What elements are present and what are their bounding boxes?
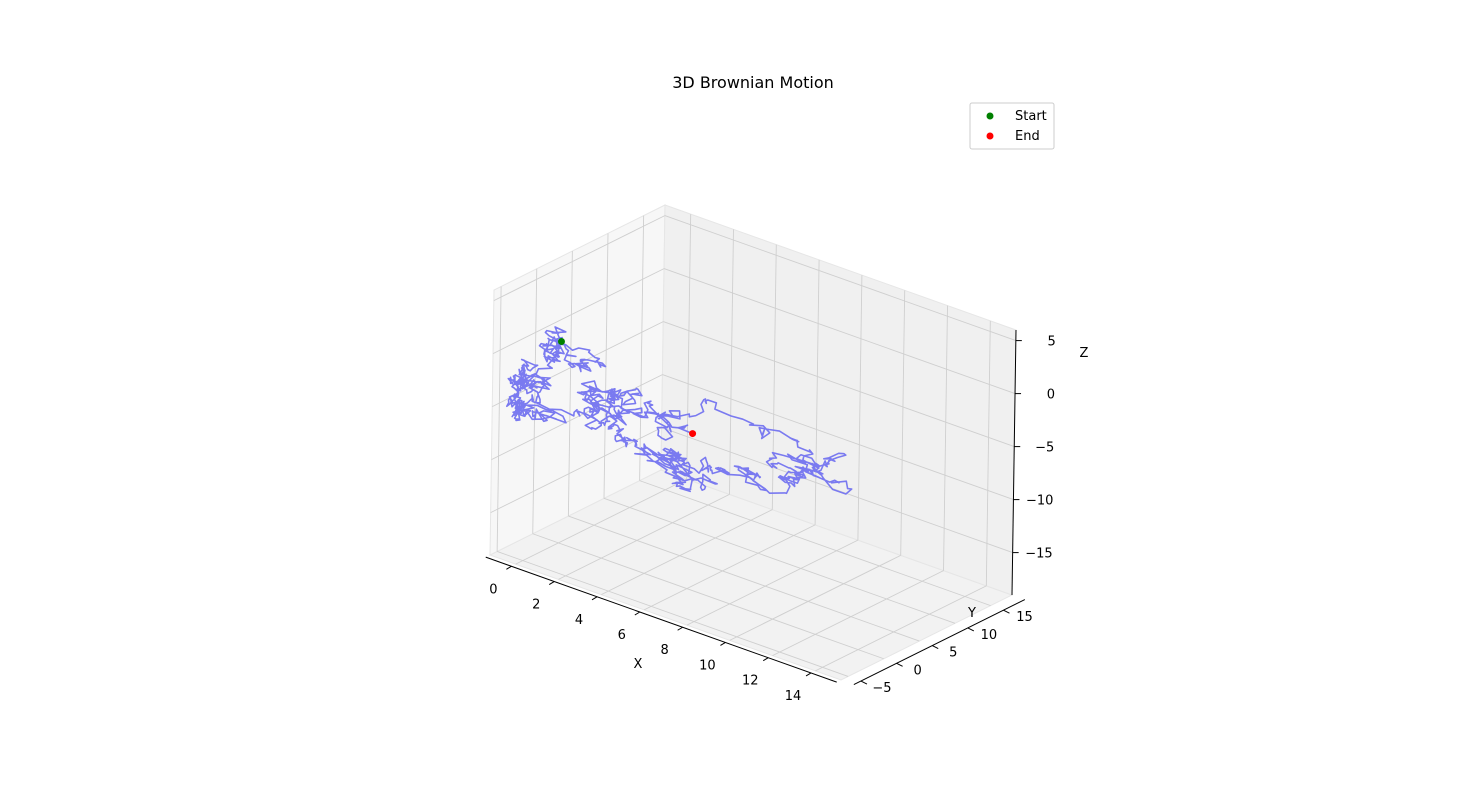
y-tick-mark bbox=[860, 680, 868, 685]
x-tick-label: 10 bbox=[699, 658, 716, 673]
legend: Start End bbox=[969, 102, 1055, 150]
y-tick-label: −5 bbox=[872, 681, 891, 696]
x-grid-back bbox=[900, 290, 906, 556]
y-grid-left bbox=[532, 268, 538, 534]
z-tick-label: −15 bbox=[1025, 547, 1052, 562]
x-tick-label: 6 bbox=[618, 628, 626, 643]
x-axis-line bbox=[485, 556, 837, 683]
z-tick-label: 0 bbox=[1047, 388, 1055, 403]
x-grid-back bbox=[686, 214, 692, 480]
z-axis-label: Z bbox=[1080, 346, 1089, 361]
x-tick-label: 12 bbox=[742, 674, 759, 689]
legend-start-marker bbox=[986, 112, 994, 120]
x-grid-floor bbox=[772, 570, 944, 657]
legend-start-label: Start bbox=[1015, 109, 1047, 124]
x-tick-mark bbox=[805, 672, 812, 677]
y-tick-mark bbox=[931, 645, 939, 650]
y-tick-label: 15 bbox=[1016, 610, 1033, 625]
z-axis-line bbox=[1011, 329, 1017, 596]
x-grid-floor bbox=[601, 509, 773, 596]
y-grid-floor bbox=[532, 533, 884, 660]
y-grid-floor bbox=[639, 480, 991, 607]
x-tick-mark bbox=[548, 581, 555, 585]
end-point bbox=[689, 430, 697, 438]
z-grid-left bbox=[493, 215, 666, 302]
x-grid-floor bbox=[729, 554, 901, 641]
legend-end-label: End bbox=[1015, 129, 1040, 144]
x-tick-mark bbox=[591, 596, 598, 601]
x-tick-label: 0 bbox=[489, 582, 497, 597]
start-point bbox=[557, 337, 565, 345]
x-grid-back bbox=[857, 275, 863, 541]
x-axis-label: X bbox=[634, 657, 643, 672]
path-line bbox=[505, 326, 853, 495]
y-axis-label: Y bbox=[967, 606, 976, 621]
z-tick-label: −10 bbox=[1026, 494, 1053, 509]
x-grid-floor bbox=[643, 524, 816, 611]
y-grid-floor bbox=[603, 497, 956, 624]
z-grid-back bbox=[663, 321, 1015, 448]
x-tick-mark bbox=[634, 611, 641, 616]
x-tick-mark bbox=[720, 642, 726, 646]
y-grid-left bbox=[639, 215, 645, 481]
x-tick-label: 4 bbox=[575, 613, 583, 628]
axes: 0 2 4 6 8 10 12 14 −5 0 5 10 15 5 0 −5 −10 −15 bbox=[485, 329, 1056, 704]
path-markers bbox=[557, 337, 697, 438]
y-grid-floor bbox=[568, 515, 920, 642]
x-tick-label: 8 bbox=[660, 643, 668, 658]
x-grid-floor bbox=[686, 539, 859, 626]
legend-end-marker bbox=[986, 132, 994, 140]
x-tick-label: 14 bbox=[785, 689, 802, 704]
y-tick-label: 5 bbox=[949, 646, 957, 661]
x-tick-mark bbox=[677, 626, 683, 631]
z-grid-back bbox=[663, 268, 1016, 395]
x-tick-label: 2 bbox=[532, 598, 540, 613]
y-grid-left bbox=[603, 233, 609, 499]
y-tick-mark bbox=[1003, 609, 1010, 614]
y-grid-left bbox=[567, 251, 573, 517]
chart-title: 3D Brownian Motion bbox=[672, 73, 834, 92]
x-grid-floor bbox=[558, 493, 730, 580]
z-tick-label: −5 bbox=[1035, 441, 1054, 456]
x-grid-back bbox=[985, 320, 991, 586]
z-grid-left bbox=[492, 268, 665, 355]
x-grid-floor bbox=[815, 585, 987, 672]
z-grid-back bbox=[662, 374, 1014, 501]
y-grid-left bbox=[496, 286, 502, 552]
x-tick-mark bbox=[762, 657, 769, 662]
y-tick-label: 0 bbox=[913, 663, 921, 678]
y-axis-line bbox=[853, 599, 1026, 686]
z-grid-left bbox=[491, 374, 663, 461]
z-tick-label: 5 bbox=[1048, 335, 1056, 350]
x-grid-floor bbox=[515, 478, 687, 565]
y-tick-mark bbox=[967, 627, 975, 632]
axis-panes bbox=[488, 204, 1017, 681]
x-tick-mark bbox=[506, 565, 512, 570]
z-grid-back bbox=[664, 215, 1016, 342]
y-tick-mark bbox=[896, 662, 903, 667]
brownian-path bbox=[505, 326, 853, 495]
z-grid-left bbox=[490, 427, 662, 514]
z-grid-back bbox=[661, 427, 1013, 554]
y-tick-label: 10 bbox=[981, 628, 998, 643]
x-grid-back bbox=[814, 259, 820, 525]
x-grid-back bbox=[729, 229, 734, 495]
y-grid-floor bbox=[496, 551, 849, 677]
x-grid-back bbox=[943, 305, 948, 571]
